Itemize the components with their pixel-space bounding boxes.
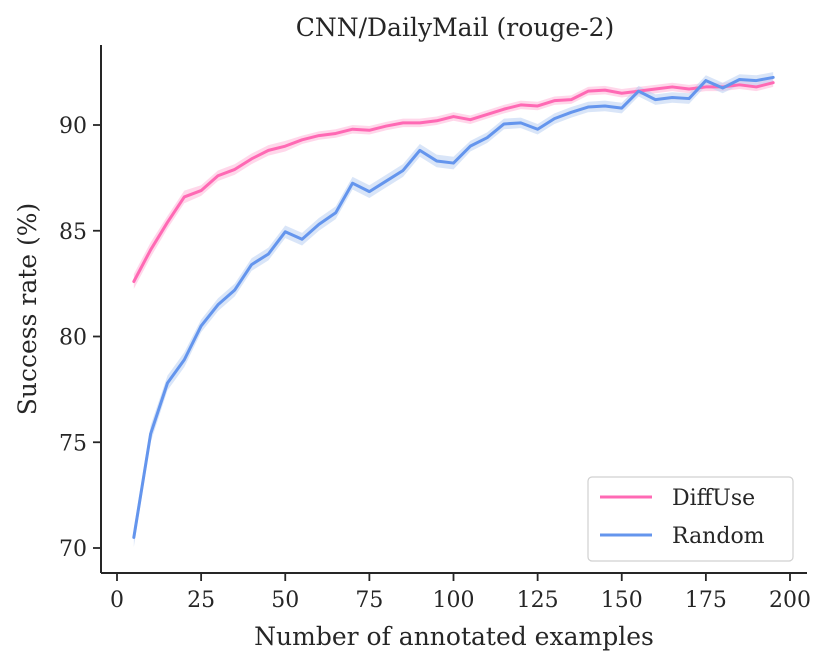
x-tick-label: 100 xyxy=(433,588,475,613)
x-tick-label: 175 xyxy=(685,588,727,613)
diffuse-line xyxy=(132,81,775,284)
x-ticks: 0 25 50 75 100 125 150 175 200 xyxy=(110,573,811,613)
x-axis-label: Number of annotated examples xyxy=(254,622,654,651)
x-tick-label: 75 xyxy=(355,588,383,613)
random-line xyxy=(132,75,775,539)
y-axis-label: Success rate (%) xyxy=(13,203,42,416)
x-tick-label: 125 xyxy=(517,588,559,613)
legend: DiffUse Random xyxy=(587,476,794,562)
y-tick-label: 90 xyxy=(59,114,87,139)
x-tick-label: 150 xyxy=(601,588,643,613)
chart-title: CNN/DailyMail (rouge-2) xyxy=(296,13,615,42)
y-ticks: 70 75 80 85 90 xyxy=(59,114,101,562)
diffuse-confidence-band xyxy=(133,78,774,289)
y-tick-label: 80 xyxy=(59,326,87,351)
confidence-bands xyxy=(133,72,774,547)
x-tick-label: 0 xyxy=(110,588,124,613)
y-tick-label: 75 xyxy=(59,431,87,456)
y-tick-label: 70 xyxy=(59,537,87,562)
series-lines xyxy=(132,75,775,539)
x-tick-label: 25 xyxy=(187,588,215,613)
y-tick-label: 85 xyxy=(59,220,87,245)
legend-label-diffuse: DiffUse xyxy=(672,486,755,511)
random-confidence-band xyxy=(133,72,774,547)
x-tick-label: 50 xyxy=(271,588,299,613)
legend-label-random: Random xyxy=(672,524,765,549)
x-tick-label: 200 xyxy=(769,588,811,613)
